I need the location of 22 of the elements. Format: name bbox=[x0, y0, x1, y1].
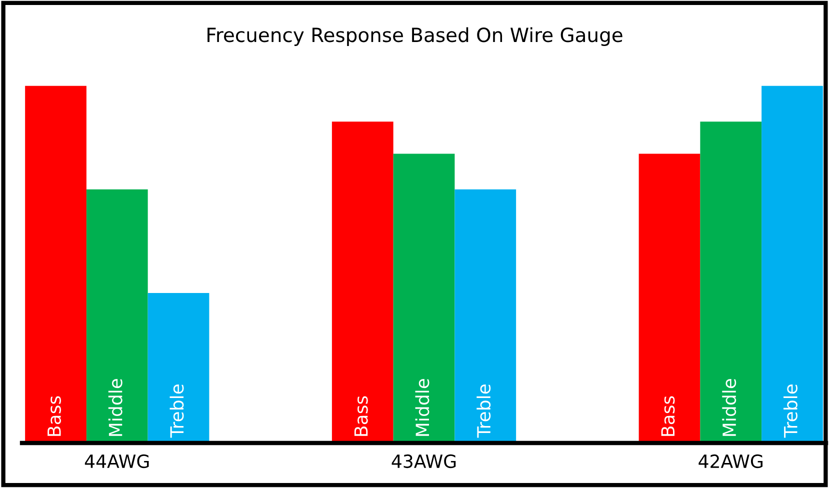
bar bbox=[86, 189, 148, 443]
series-label: Bass bbox=[48, 396, 61, 436]
text: Bass bbox=[354, 396, 368, 436]
bar bbox=[332, 122, 394, 443]
bar bbox=[700, 122, 762, 443]
text: Treble bbox=[476, 384, 491, 438]
x-tick-label: 42AWG bbox=[698, 454, 762, 468]
chart-title: Frecuency Response Based On Wire Gauge bbox=[208, 27, 622, 46]
text: Treble bbox=[784, 384, 798, 438]
text: Bass bbox=[661, 396, 675, 436]
x-tick-label: 44AWG bbox=[84, 454, 149, 468]
bar bbox=[454, 189, 516, 443]
text: Middle bbox=[415, 378, 430, 436]
bar bbox=[25, 86, 86, 443]
bar bbox=[148, 293, 210, 443]
bar bbox=[762, 86, 823, 443]
x-tick-label: 43AWG bbox=[392, 454, 456, 468]
text: Middle bbox=[722, 378, 736, 436]
series-label: Treble bbox=[170, 384, 184, 438]
bar bbox=[393, 154, 455, 443]
series-label: Middle bbox=[108, 378, 122, 436]
bar bbox=[638, 154, 700, 443]
